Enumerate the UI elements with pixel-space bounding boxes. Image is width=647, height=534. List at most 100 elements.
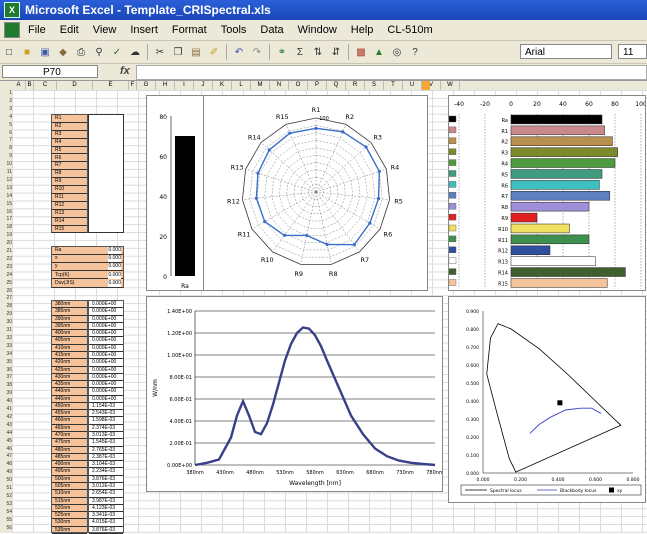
category-label: R1 — [501, 129, 508, 135]
undo-icon[interactable]: ↶ — [234, 46, 244, 58]
category-color-swatch — [449, 181, 457, 188]
name-box[interactable]: P70 — [2, 65, 98, 78]
summary-block[interactable]: Ra 0.000 x 0.000 y 0.000 Tcp(K) 0.000 Duv(JIS) 0.… — [51, 246, 124, 288]
wavelength-block[interactable]: 380nm 385nm 390nm 395nm 400nm 405nm 410nm 415nm… — [51, 300, 88, 534]
open-icon[interactable]: ■ — [23, 46, 31, 58]
cri-horizontal-bar-chart[interactable]: -40 -20 0 20 40 60 80 100 Ra R1 R2 R3 R4 R5 R6 R7 R8 R9 R1… — [448, 95, 646, 291]
new-icon[interactable]: □ — [5, 46, 13, 58]
font-size-select[interactable]: 11 — [618, 44, 647, 59]
y-tick-label: 2.00E-01 — [170, 441, 192, 447]
summary-row: Tcp(K) 0.000 — [52, 271, 123, 280]
x-tick-label: 20 — [533, 101, 541, 108]
category-label: R10 — [498, 227, 508, 233]
menu-file[interactable]: File — [28, 24, 46, 36]
cri-value-column[interactable] — [88, 114, 124, 233]
x-tick-label: 780nm — [426, 470, 443, 476]
x-tick-label: 0 — [509, 101, 513, 108]
wavelength-value: 3.987E-03 — [92, 497, 116, 504]
spelling-icon[interactable]: ✓ — [112, 46, 122, 58]
column-header-r: R — [346, 81, 365, 90]
wavelength-row: 405nm — [52, 337, 87, 345]
radar-gridline — [286, 162, 346, 222]
menu-view[interactable]: View — [92, 24, 117, 36]
wavelength-value: 0.000E+00 — [92, 359, 117, 366]
paste-icon[interactable]: ▤ — [191, 46, 201, 58]
cri-bar — [510, 278, 608, 288]
format-painter-icon[interactable]: ✐ — [209, 46, 219, 58]
wavelength-label: 440nm — [55, 388, 71, 395]
zoom-icon[interactable]: ◎ — [392, 46, 402, 58]
radar-point — [364, 145, 368, 149]
cri-radar-chart[interactable]: R1 R2 R3 R4 R5 R6 R7 R8 R9 R10 R11 R12 R13 R14 R15 100 — [203, 95, 428, 291]
radar-point — [352, 243, 356, 247]
wavelength-value-row: 2.387E-03 — [89, 454, 123, 462]
menu-format[interactable]: Format — [171, 24, 207, 36]
menu-insert[interactable]: Insert — [130, 24, 158, 36]
menu-cl510m[interactable]: CL-510m — [387, 24, 433, 36]
wavelength-label: 515nm — [55, 497, 71, 504]
column-header-f: F — [129, 81, 137, 90]
wavelength-row: 415nm — [52, 352, 87, 360]
fx-icon[interactable]: fx — [120, 65, 130, 77]
summary-label: Ra — [55, 247, 62, 253]
active-column-header — [422, 81, 430, 90]
row-header: 17 — [6, 216, 12, 223]
wavelength-value-row: 2.374E-03 — [89, 425, 123, 433]
y-tick-label: 0.300 — [466, 417, 479, 423]
row-header: 49 — [6, 469, 12, 476]
drawing-icon[interactable]: ▲ — [374, 46, 384, 58]
cri-label-block[interactable]: R1 R2 R3 R4 R5 R6 R7 R8 R9 R10 R11 R12 R13 R14 R15 — [51, 114, 88, 234]
wavelength-value-row: 0.000E+00 — [89, 388, 123, 396]
research-icon[interactable]: ☁ — [130, 46, 140, 58]
x-tick-label: 480nm — [246, 470, 264, 476]
row-header: 22 — [6, 255, 12, 262]
wavelength-row: 450nm — [52, 403, 87, 411]
menu-window[interactable]: Window — [297, 24, 337, 36]
category-color-swatch — [449, 159, 457, 166]
row-header: 41 — [6, 406, 12, 412]
cri-label: R11 — [55, 194, 64, 200]
chart-wizard-icon[interactable]: ▩ — [356, 46, 366, 58]
cut-icon[interactable]: ✂ — [155, 46, 165, 58]
permission-icon[interactable]: ◆ — [59, 46, 67, 58]
cri-bar — [510, 245, 551, 255]
hyperlink-icon[interactable]: ⚭ — [277, 46, 287, 58]
wavelength-row: 395nm — [52, 323, 87, 331]
row-header: 43 — [6, 421, 12, 428]
copy-icon[interactable]: ❐ — [173, 46, 183, 58]
autosum-icon[interactable]: Σ — [296, 46, 304, 58]
wavelength-label: 410nm — [55, 344, 71, 351]
column-header-g: G — [137, 81, 156, 90]
save-icon[interactable]: ▣ — [40, 46, 50, 58]
radar-spoke — [285, 124, 317, 193]
wavelength-row: 530nm — [52, 519, 87, 527]
print-preview-icon[interactable]: ⚲ — [95, 46, 103, 58]
wavelength-row: 380nm — [52, 301, 87, 309]
x-tick-label: 0.000 — [477, 477, 490, 483]
cri-bar — [510, 169, 603, 179]
cri-label-row: R12 — [52, 202, 87, 210]
workbook-icon[interactable] — [4, 22, 20, 38]
row-header: 19 — [6, 232, 12, 239]
font-name-select[interactable]: Arial — [520, 44, 612, 59]
formula-input[interactable] — [136, 65, 647, 80]
menu-tools[interactable]: Tools — [220, 24, 247, 36]
wavelength-value-block[interactable]: 0.000E+00 0.000E+00 0.000E+00 0.000E+00 0.00… — [88, 300, 124, 534]
ra-bar-chart[interactable]: 0 20 40 60 80 Ra — [146, 95, 204, 291]
spectrum-line-chart[interactable]: 0.00E+00 2.00E-01 4.00E-01 6.00E-01 8.00E-01… — [146, 296, 443, 492]
menu-help[interactable]: Help — [350, 24, 374, 36]
help-icon[interactable]: ? — [412, 46, 418, 58]
radar-gridline — [271, 147, 361, 236]
row-header: 56 — [6, 524, 12, 531]
row-header: 26 — [6, 287, 12, 294]
chromaticity-diagram[interactable]: 0.000 0.100 0.200 0.300 0.400 0.500 0.600 0.700… — [448, 296, 646, 503]
print-icon[interactable]: ⎙ — [77, 46, 85, 58]
wavelength-value: 0.000E+00 — [92, 301, 117, 307]
sort-descending-icon[interactable]: ⇵ — [331, 46, 341, 58]
menu-edit[interactable]: Edit — [59, 24, 79, 36]
redo-icon[interactable]: ↷ — [252, 46, 262, 58]
row-header: 28 — [6, 303, 12, 310]
sort-ascending-icon[interactable]: ⇅ — [313, 46, 323, 58]
menu-data[interactable]: Data — [260, 24, 284, 36]
cri-label: R14 — [55, 217, 65, 224]
